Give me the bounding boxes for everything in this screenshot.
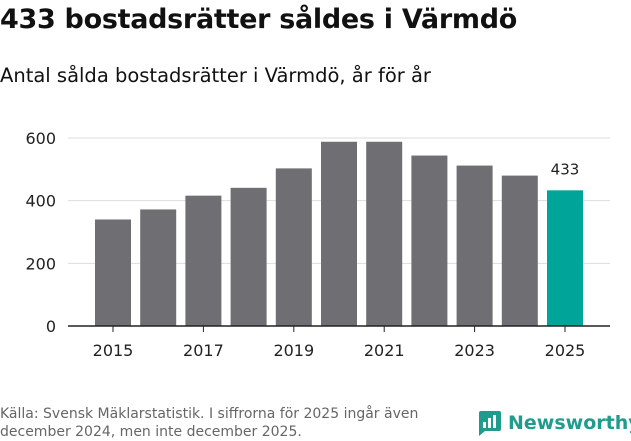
x-tick-label: 2015 — [93, 341, 134, 360]
bar-2020 — [321, 141, 357, 326]
newsworthy-chart-icon — [479, 411, 501, 436]
source-line-1: Källa: Svensk Mäklarstatistik. I siffror… — [0, 406, 419, 422]
source-note: Källa: Svensk Mäklarstatistik. I siffror… — [0, 405, 470, 441]
newsworthy-logo: Newsworthy — [476, 409, 631, 437]
page-title: 433 bostadsrätter såldes i Värmdö — [0, 4, 517, 35]
bar-2018 — [230, 187, 267, 326]
x-tick-label: 2019 — [273, 341, 314, 360]
chart-subtitle: Antal sålda bostadsrätter i Värmdö, år f… — [0, 64, 431, 87]
y-tick-label: 600 — [25, 129, 56, 148]
bar-2024 — [501, 175, 538, 326]
bar-2016 — [140, 209, 177, 326]
x-tick-label: 2023 — [454, 341, 495, 360]
bar-2019 — [275, 168, 312, 326]
data-label-2025: 433 — [551, 160, 580, 178]
source-line-2: december 2024, men inte december 2025. — [0, 424, 302, 440]
y-tick-label: 0 — [46, 317, 56, 336]
bar-chart: 0 200 400 600 433 2015 2017 2019 2021 2023 2025 — [25, 129, 610, 360]
x-tick-label: 2025 — [545, 341, 586, 360]
brand-name: Newsworthy — [508, 412, 631, 434]
bar-2025 — [547, 190, 583, 326]
bar-2023 — [456, 165, 493, 326]
y-tick-label: 400 — [25, 192, 56, 211]
y-tick-label: 200 — [25, 254, 56, 273]
x-tick-label: 2021 — [364, 341, 405, 360]
bar-2021 — [366, 141, 403, 326]
bar-2022 — [411, 155, 448, 326]
x-tick-label: 2017 — [183, 341, 224, 360]
bar-2017 — [185, 195, 222, 326]
bar-2015 — [95, 219, 131, 326]
